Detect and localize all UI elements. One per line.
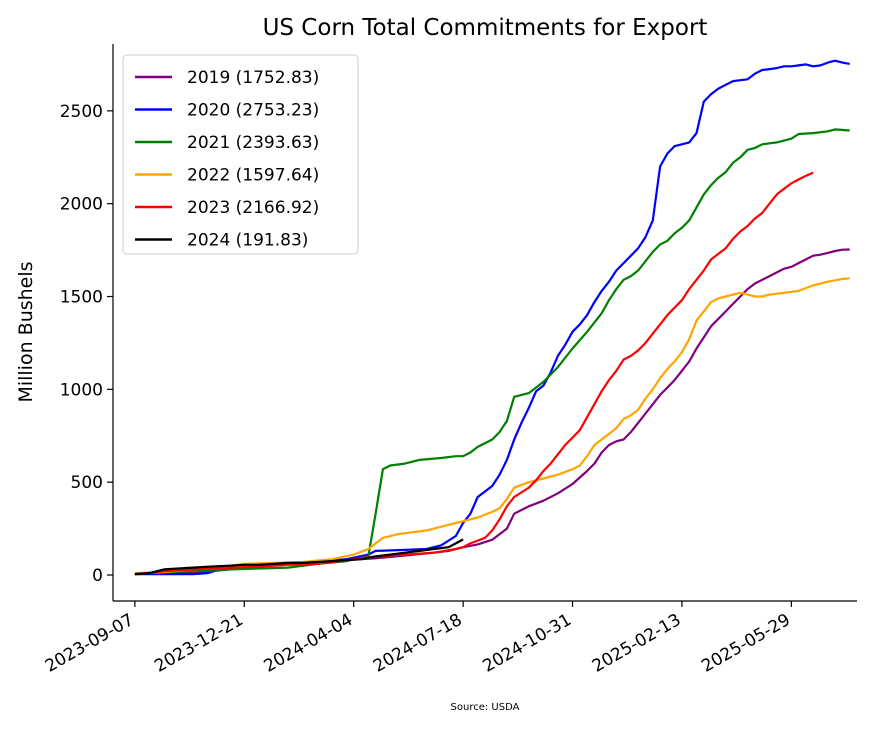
legend: 2019 (1752.83) 2020 (2753.23) 2021 (2393.6… bbox=[122, 54, 359, 255]
y-tick-label-4: 2000 bbox=[60, 195, 103, 215]
y-tick-label-5: 2500 bbox=[60, 102, 103, 122]
series-line-1 bbox=[134, 59, 850, 576]
series-layer bbox=[134, 59, 850, 576]
legend-label-2: 2021 (2393.63) bbox=[187, 133, 319, 153]
y-tick-label-3: 1500 bbox=[60, 288, 103, 308]
series-line-4 bbox=[134, 171, 814, 576]
x-tick-label-4: 2024-10-31 bbox=[479, 610, 575, 677]
y-tick-label-0: 0 bbox=[92, 566, 103, 586]
legend-label-4: 2023 (2166.92) bbox=[187, 198, 319, 218]
y-tick-label-2: 1000 bbox=[60, 380, 103, 400]
y-tick-label-1: 500 bbox=[71, 473, 103, 493]
legend-label-0: 2019 (1752.83) bbox=[187, 68, 319, 88]
series-line-3 bbox=[134, 277, 850, 575]
legend-box bbox=[122, 54, 359, 255]
x-tick-label-3: 2024-07-18 bbox=[370, 610, 466, 677]
chart-title: US Corn Total Commitments for Export bbox=[263, 15, 708, 41]
series-line-0 bbox=[134, 248, 850, 576]
y-axis-label: Million Bushels bbox=[15, 261, 37, 402]
x-tick-label-2: 2024-04-04 bbox=[261, 610, 357, 677]
x-tick-label-6: 2025-05-29 bbox=[698, 610, 794, 677]
legend-label-1: 2020 (2753.23) bbox=[187, 101, 319, 121]
source-note: Source: USDA bbox=[451, 702, 520, 713]
y-ticks: 0 500 1000 1500 2000 2500 bbox=[60, 102, 113, 586]
series-line-2 bbox=[134, 128, 850, 576]
x-tick-label-1: 2023-12-21 bbox=[151, 610, 247, 677]
x-tick-label-0: 2023-09-07 bbox=[42, 610, 138, 677]
legend-label-5: 2024 (191.83) bbox=[187, 231, 308, 251]
x-ticks: 2023-09-07 2023-12-21 2024-04-04 2024-07-18… bbox=[42, 601, 794, 677]
legend-label-3: 2022 (1597.64) bbox=[187, 166, 319, 186]
x-tick-label-5: 2025-02-13 bbox=[589, 610, 685, 677]
series-line-5 bbox=[134, 538, 464, 576]
